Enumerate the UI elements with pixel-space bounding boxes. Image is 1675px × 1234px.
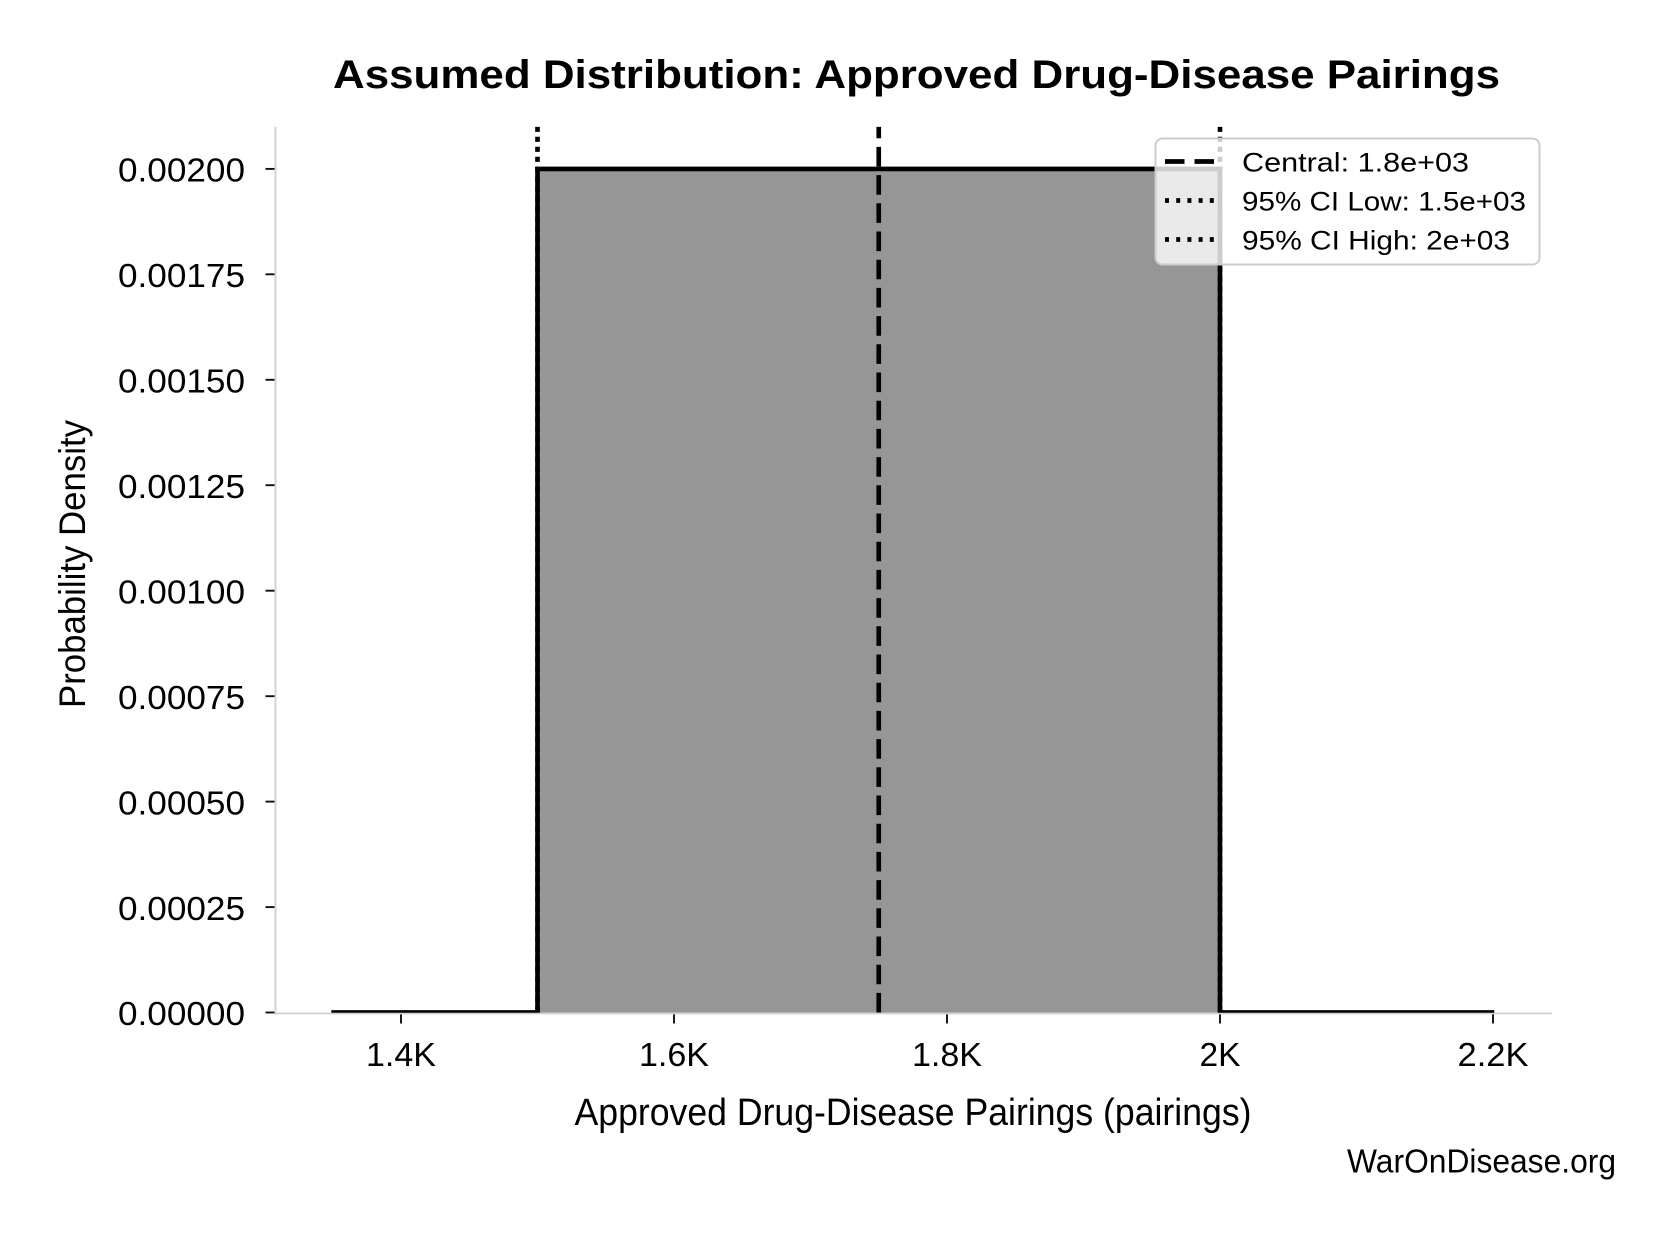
svg-text:0.00025: 0.00025 (118, 890, 245, 927)
svg-text:0.00125: 0.00125 (118, 468, 245, 505)
svg-text:2.2K: 2.2K (1458, 1036, 1529, 1073)
svg-text:0.00050: 0.00050 (118, 784, 245, 821)
svg-text:1.6K: 1.6K (639, 1036, 709, 1073)
svg-text:Assumed Distribution: Approved: Assumed Distribution: Approved Drug-Dise… (333, 53, 1500, 97)
svg-text:0.00100: 0.00100 (118, 573, 245, 610)
svg-text:2K: 2K (1200, 1036, 1241, 1073)
svg-text:95% CI Low: 1.5e+03: 95% CI Low: 1.5e+03 (1242, 186, 1526, 216)
svg-text:Probability Density: Probability Density (52, 420, 93, 708)
svg-text:0.00175: 0.00175 (118, 257, 245, 294)
svg-text:Approved Drug-Disease Pairings: Approved Drug-Disease Pairings (pairings… (575, 1092, 1252, 1134)
svg-text:Central: 1.8e+03: Central: 1.8e+03 (1242, 147, 1469, 177)
svg-text:95% CI High: 2e+03: 95% CI High: 2e+03 (1242, 226, 1510, 256)
svg-text:0.00075: 0.00075 (118, 679, 245, 716)
svg-text:0.00200: 0.00200 (118, 152, 245, 189)
svg-text:0.00150: 0.00150 (118, 363, 245, 400)
svg-text:1.8K: 1.8K (912, 1036, 982, 1073)
svg-text:WarOnDisease.org: WarOnDisease.org (1347, 1143, 1616, 1180)
svg-text:1.4K: 1.4K (366, 1036, 436, 1073)
svg-text:0.00000: 0.00000 (118, 995, 245, 1032)
